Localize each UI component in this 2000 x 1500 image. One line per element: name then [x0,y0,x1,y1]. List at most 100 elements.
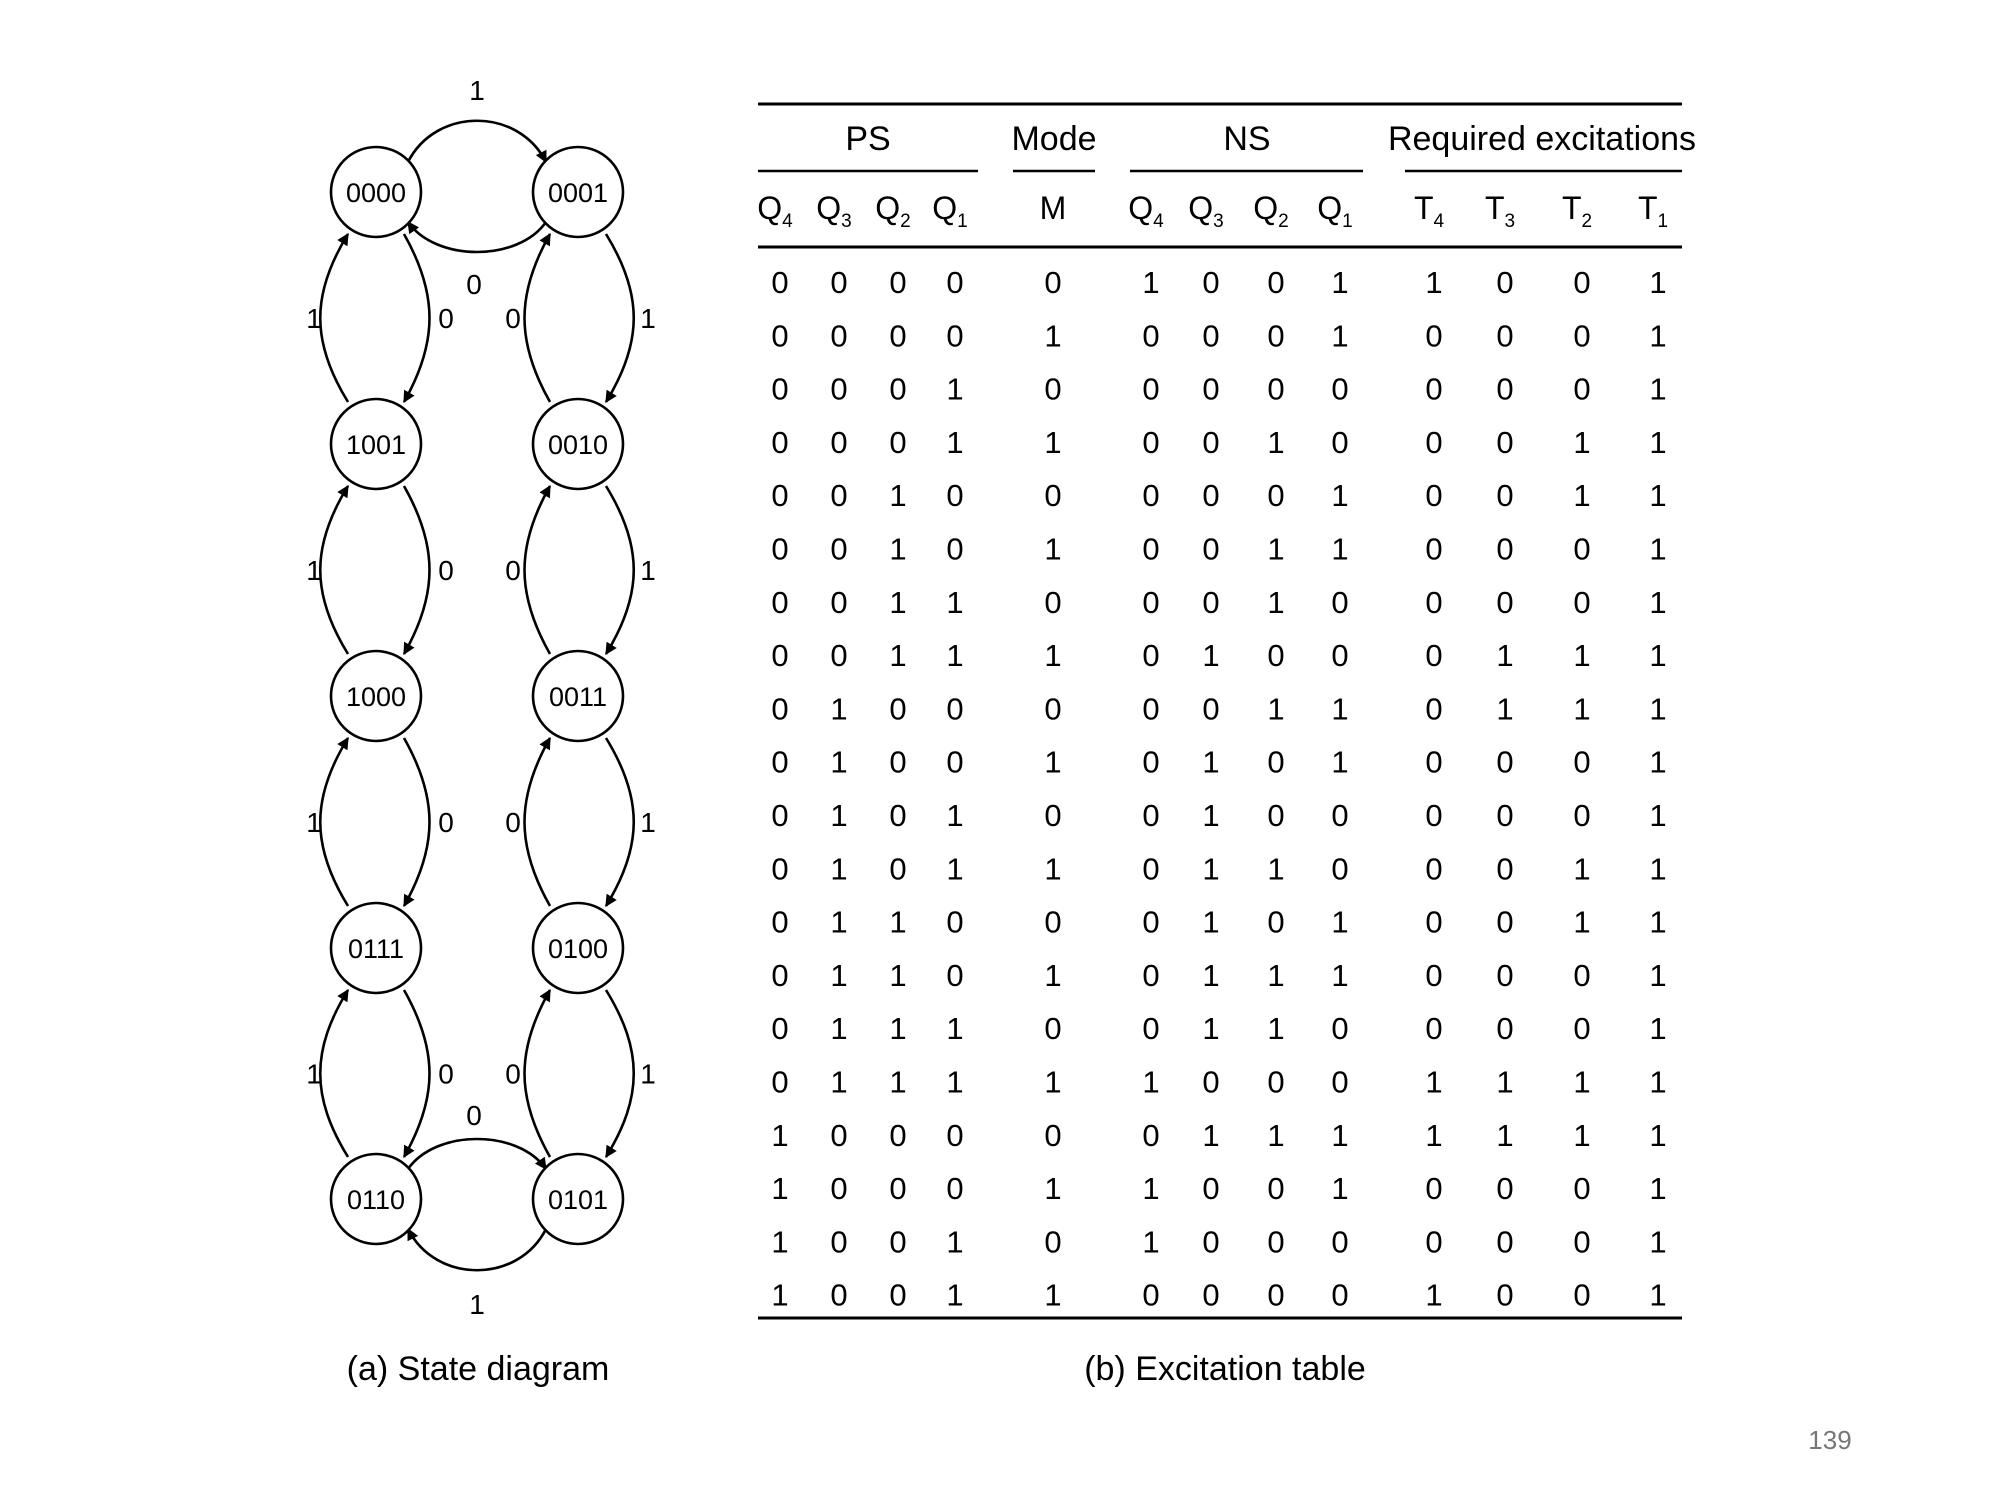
table-column-header: T4 [1414,190,1445,232]
table-cell: 1 [1267,1011,1284,1046]
table-cell: 0 [1573,1171,1590,1206]
table-cell: 0 [771,585,788,620]
table-cell: 0 [889,1171,906,1206]
table-cell: 0 [889,798,906,833]
table-cell: 0 [946,691,963,726]
table-cell: 0 [1573,265,1590,300]
transition-label: 1 [469,1289,485,1320]
table-cell: 0 [1202,265,1219,300]
table-cell: 0 [889,372,906,407]
table-cell: 0 [1496,745,1513,780]
table-cell: 1 [946,638,963,673]
table-cell: 0 [771,372,788,407]
table-cell: 1 [1331,318,1348,353]
table-cell: 1 [1044,638,1061,673]
table-cell: 0 [771,1011,788,1046]
transition-arrow [523,484,552,655]
transition-arrow [604,485,636,656]
table-cell: 0 [771,691,788,726]
table-column-header: T1 [1638,190,1668,232]
table-cell: 1 [1331,958,1348,993]
transition-label: 0 [466,1100,482,1131]
transition-arrow [402,485,431,656]
table-cell: 0 [946,905,963,940]
state-node [531,145,625,239]
table-cell: 0 [771,798,788,833]
table-cell: 1 [1202,1118,1219,1153]
table-cell: 0 [1267,798,1284,833]
table-cell: 1 [889,585,906,620]
table-cell: 1 [1044,745,1061,780]
table-cell: 0 [830,478,847,513]
table-cell: 0 [1425,532,1442,567]
table-cell: 0 [889,745,906,780]
table-row: 1 0 0 0 1 1 0 0 1 0 0 0 1 [771,1171,1666,1206]
table-cell: 0 [1425,745,1442,780]
table-cell: 1 [946,585,963,620]
table-cell: 1 [1202,798,1219,833]
table-cell: 0 [771,318,788,353]
table-row: 1 0 0 1 1 0 0 0 0 1 0 0 1 [771,1278,1666,1313]
table-row: 0 0 0 0 0 1 0 0 1 1 0 0 1 [771,265,1666,300]
table-row: 0 0 0 0 1 0 0 0 1 0 0 0 1 [771,318,1666,353]
transition-arrow [406,119,548,164]
transition-arrow [318,988,350,1158]
transition-arrow [318,484,350,655]
table-cell: 1 [1142,1224,1159,1259]
table-cell: 1 [1044,958,1061,993]
table-cell: 0 [1496,958,1513,993]
table-cell: 1 [1649,1171,1666,1206]
table-cell: 0 [1425,425,1442,460]
table-cell: 0 [1573,798,1590,833]
table-cell: 0 [1331,638,1348,673]
table-cell: 1 [1331,905,1348,940]
table-cell: 1 [830,851,847,886]
table-row: 0 0 1 0 0 0 0 0 1 0 0 1 1 [771,478,1666,513]
table-cell: 0 [1496,1171,1513,1206]
table-cell: 0 [1496,478,1513,513]
table-cell: 1 [1649,318,1666,353]
transition-arrow [402,737,431,908]
table-cell: 0 [1331,1278,1348,1313]
table-cell: 0 [1267,638,1284,673]
table-cell: 1 [1573,425,1590,460]
table-cell: 0 [1202,478,1219,513]
transition-label: 0 [438,303,454,334]
table-cell: 1 [1044,425,1061,460]
table-cell: 1 [1649,1224,1666,1259]
transition-label: 1 [640,807,656,838]
table-cell: 0 [1142,478,1159,513]
table-cell: 1 [946,425,963,460]
state-label: 0001 [548,178,608,208]
table-cell: 1 [1267,425,1284,460]
table-cell: 0 [1573,745,1590,780]
table-group-header: Mode [1011,120,1096,158]
state-label: 0010 [548,430,608,460]
table-cell: 0 [830,532,847,567]
table-cell: 1 [830,745,847,780]
table-cell: 1 [889,638,906,673]
table-cell: 0 [1202,425,1219,460]
table-cell: 1 [830,691,847,726]
table-cell: 1 [946,1224,963,1259]
state-node [531,901,625,995]
table-column-header: Q3 [1188,190,1223,232]
table-cell: 0 [1044,798,1061,833]
state-label: 1001 [346,430,406,460]
table-column-header: Q1 [932,190,967,232]
table-cell: 0 [1331,1224,1348,1259]
table-cell: 0 [1044,585,1061,620]
table-cell: 1 [889,958,906,993]
table-cell: 0 [1142,318,1159,353]
table-cell: 0 [946,958,963,993]
transition-arrow [318,736,350,907]
transition-label: 0 [505,1059,521,1090]
table-row: 0 1 1 0 0 0 1 0 1 0 0 1 1 [771,905,1666,940]
table-cell: 0 [1044,372,1061,407]
table-column-header: M [1040,190,1067,226]
table-cell: 0 [1331,1065,1348,1100]
table-cell: 0 [1202,1278,1219,1313]
transition-arrow [406,1227,548,1272]
transition-label: 0 [438,1059,454,1090]
table-cell: 0 [830,318,847,353]
